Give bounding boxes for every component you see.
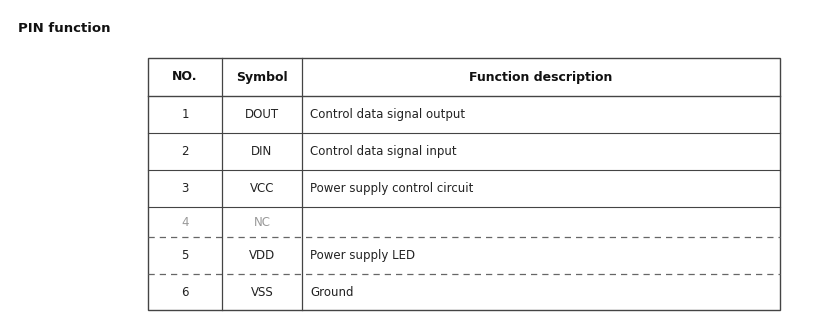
Text: 1: 1 — [181, 108, 189, 121]
Text: NO.: NO. — [172, 70, 198, 83]
Text: 2: 2 — [181, 145, 189, 158]
Text: DIN: DIN — [251, 145, 273, 158]
Text: 5: 5 — [181, 249, 189, 262]
Text: PIN function: PIN function — [18, 22, 110, 35]
Text: Power supply control circuit: Power supply control circuit — [310, 182, 473, 195]
Text: Symbol: Symbol — [236, 70, 288, 83]
Text: VSS: VSS — [250, 286, 274, 299]
Text: DOUT: DOUT — [245, 108, 279, 121]
Text: 4: 4 — [181, 215, 189, 229]
Text: NC: NC — [254, 215, 270, 229]
Text: Control data signal input: Control data signal input — [310, 145, 456, 158]
Text: 6: 6 — [181, 286, 189, 299]
Text: Ground: Ground — [310, 286, 353, 299]
Text: VCC: VCC — [250, 182, 274, 195]
Bar — [148, 58, 780, 310]
Text: Control data signal output: Control data signal output — [310, 108, 465, 121]
Text: 3: 3 — [181, 182, 189, 195]
Text: Power supply LED: Power supply LED — [310, 249, 415, 262]
Text: VDD: VDD — [249, 249, 275, 262]
Text: Function description: Function description — [470, 70, 613, 83]
